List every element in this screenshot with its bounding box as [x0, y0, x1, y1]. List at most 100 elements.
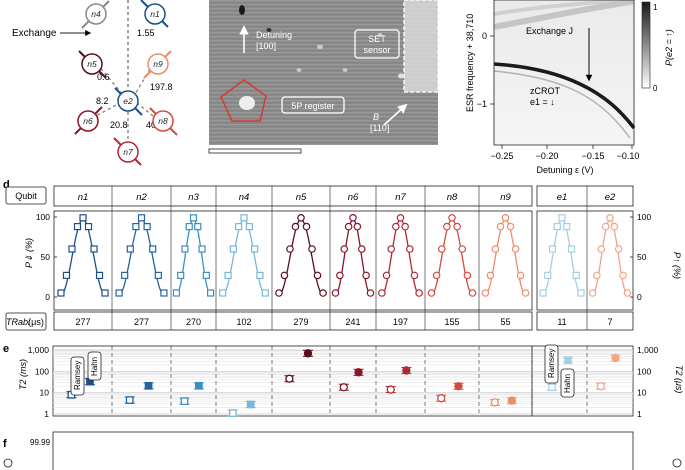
t2-hahn-point-e1	[564, 356, 572, 365]
rabi-point-n9	[481, 289, 490, 297]
legend-ramsey-electron-box	[544, 344, 559, 384]
qubit-label-n6: n6	[348, 192, 359, 203]
rabi-point-n8	[468, 289, 477, 297]
legend-ramsey-electron: Ramsey	[547, 349, 556, 378]
rabi-point-n1	[84, 223, 93, 231]
trabi-label-box	[5, 312, 47, 331]
rabi-point-n8	[432, 271, 441, 280]
rabi-point-n8	[437, 245, 446, 253]
rabi-point-n2	[149, 245, 157, 253]
rabi-point-e2	[623, 289, 632, 297]
esr-resonance-faint	[493, 0, 635, 16]
coupling-n6	[91, 102, 121, 119]
trabi-value-n7: 197	[393, 317, 408, 327]
stm-feature-bright	[317, 44, 323, 50]
legend-hahn-electron-box	[560, 368, 575, 398]
stm-feature-dark	[266, 28, 272, 32]
rabi-point-n9	[511, 245, 520, 253]
rabi-point-e1	[563, 223, 571, 231]
fidelity-tick: 99.99	[30, 438, 51, 447]
stm-feature-bright	[377, 33, 383, 37]
coupling-n6-value: 8.2	[96, 96, 109, 106]
qubit-label-n9: n9	[500, 192, 511, 203]
fidelity-legend-marker	[3, 458, 13, 468]
rabi-point-n1	[95, 271, 104, 279]
rabi-point-n2	[154, 271, 162, 279]
rabi-point-e2	[588, 289, 597, 297]
node-label-n8: n8	[158, 116, 168, 126]
qubit-label-n4: n4	[239, 192, 250, 203]
t2-frame	[52, 345, 634, 417]
rabi-point-e1	[572, 271, 580, 279]
fidelity-panel-fragment: f 99.99	[3, 431, 682, 470]
stm-feature-bright	[398, 73, 404, 79]
b-field-arrow	[383, 103, 408, 126]
set-sensor-outline	[403, 0, 439, 93]
exchange-label: Exchange	[12, 28, 57, 39]
rabi-ytick-right: 100	[637, 212, 651, 222]
panel-d-letter: d	[3, 179, 10, 191]
qubit-label-n3: n3	[188, 192, 199, 203]
trabi-value-n8: 155	[444, 317, 459, 327]
t2-hahn-point-n8	[454, 382, 463, 391]
rabi-point-n1	[62, 271, 71, 279]
trabi-row-electron	[536, 311, 634, 331]
rabi-point-n1	[79, 214, 87, 222]
rabi-point-n7	[387, 245, 395, 253]
qubit-header-nuclear	[53, 185, 533, 207]
t2-ramsey-point-n4	[228, 409, 237, 417]
rabi-point-n1	[73, 223, 82, 231]
esr-xtick: −0.20	[536, 151, 559, 161]
rabi-point-n5	[308, 245, 316, 253]
rabi-point-n1	[57, 289, 65, 297]
rabi-point-n7	[396, 214, 405, 222]
rabi-point-n9	[521, 289, 530, 297]
legend-hahn-nuclear-box	[87, 351, 102, 381]
qubit-row-label-box	[5, 186, 47, 205]
rabi-point-n3	[172, 289, 180, 297]
rabi-point-n8	[443, 222, 451, 231]
rabi-point-n4	[224, 271, 232, 279]
colorbar	[641, 1, 651, 89]
t2-ytick-left: 10	[40, 388, 50, 398]
rabi-point-n8	[448, 214, 456, 222]
rabi-point-n3	[181, 245, 189, 253]
rabi-point-n8	[458, 245, 467, 253]
trabi-value-e1: 11	[557, 317, 566, 327]
rabi-point-n5	[302, 222, 311, 231]
stm-image-panel: Detuning [100] SET sensor 5P register B …	[208, 0, 439, 154]
t2-hahn-point-n5	[303, 349, 313, 358]
detuning-label: Detuning	[256, 30, 292, 40]
rabi-point-n5	[275, 289, 283, 297]
esr-map-panel: ESR frequency + 38,710 Exchange J zCROT …	[465, 0, 674, 175]
trabi-value-n1: 277	[75, 317, 90, 327]
t2-ytick-right: 100	[637, 366, 651, 376]
qubit-label-e1: e1	[557, 192, 568, 203]
t2-hahn-point-n9	[507, 396, 517, 405]
rabi-point-n7	[382, 271, 391, 280]
rabi-ytick-left: 100	[36, 212, 50, 222]
rabi-point-n3	[177, 271, 185, 279]
rabi-point-e2	[601, 222, 610, 231]
t2-ytick-right: 1	[637, 409, 642, 419]
coupling-n9-value: 197.8	[150, 82, 173, 92]
qubit-label-n5: n5	[296, 192, 307, 203]
colorbar-label: P(e2 = ↑)	[664, 29, 674, 66]
t2-hahn-point-n6	[354, 368, 363, 377]
rabi-point-n4	[261, 289, 269, 297]
rabi-point-n9	[516, 271, 525, 280]
trabi-value-n3: 270	[186, 317, 201, 327]
t2-ytick-right: 1,000	[637, 345, 659, 355]
qubit-label-n7: n7	[395, 192, 406, 203]
t2-ytick-left: 1	[44, 409, 49, 419]
trabi-value-n2: 277	[134, 317, 149, 327]
rabi-point-n5	[297, 214, 305, 222]
rabi-point-n6	[362, 271, 370, 280]
rabi-point-n6	[331, 289, 340, 297]
node-label-n5: n5	[87, 59, 97, 69]
esr-xtick: −0.10	[617, 151, 640, 161]
esr-xtick: −0.25	[491, 151, 514, 161]
trabi-value-n4: 102	[236, 317, 251, 327]
node-e2	[117, 90, 139, 112]
rabi-point-e2	[614, 245, 623, 253]
